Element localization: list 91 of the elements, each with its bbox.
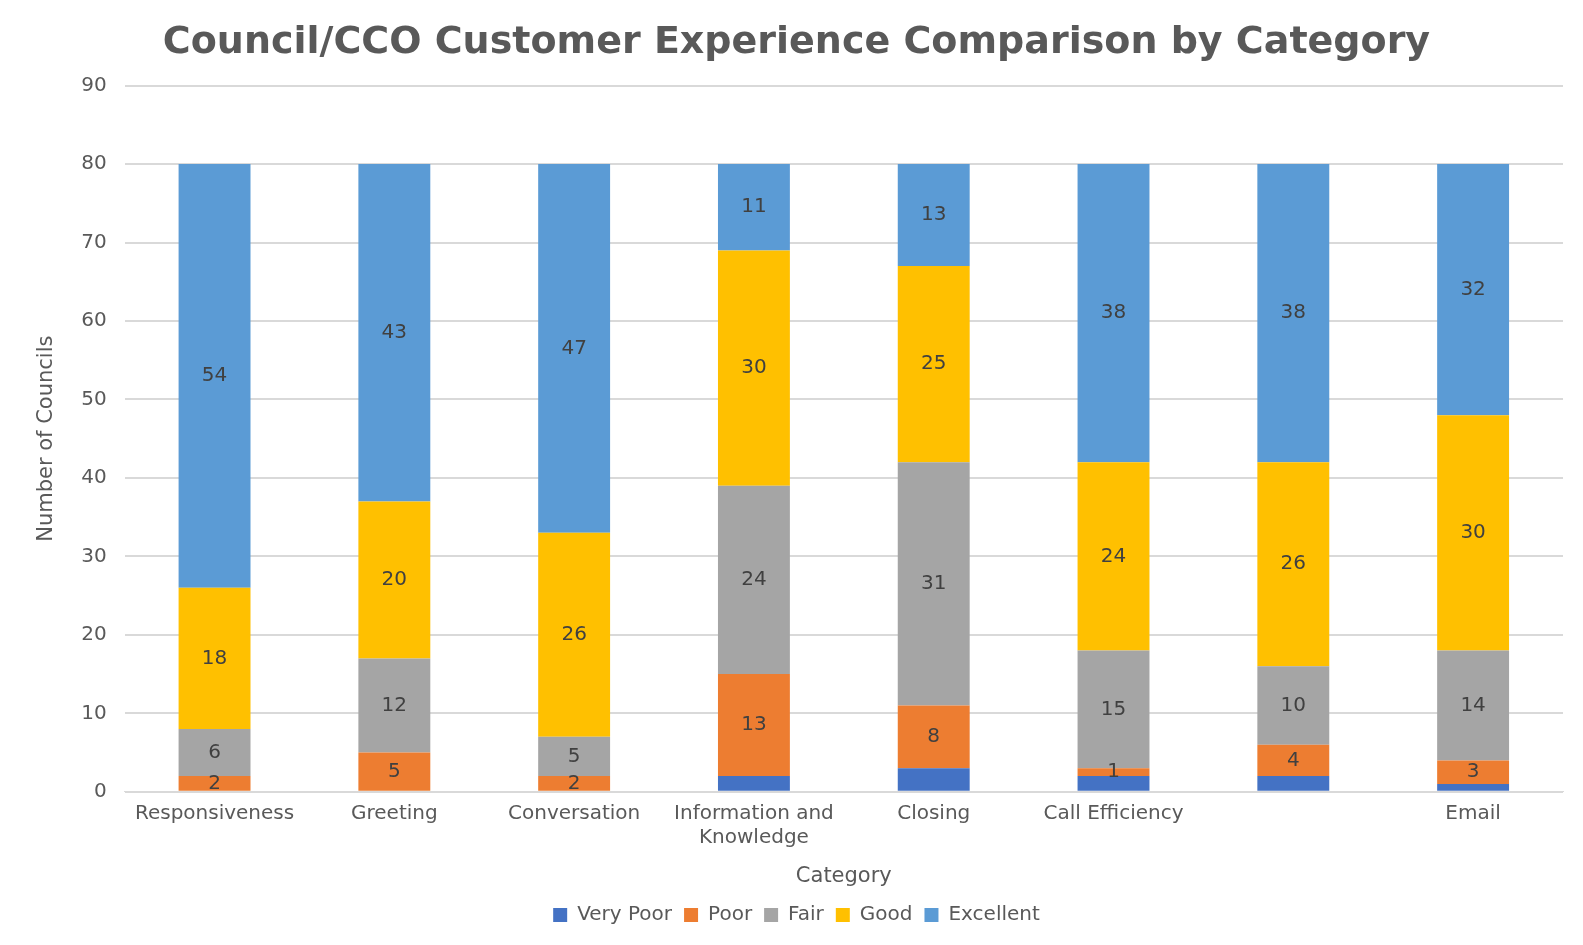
bar	[358, 164, 431, 502]
bar	[717, 485, 790, 675]
bar	[1437, 415, 1510, 651]
data-label: 18	[201, 644, 228, 669]
bar	[178, 164, 251, 588]
y-tick-label: 30	[81, 542, 107, 567]
bar	[717, 674, 790, 777]
bar	[1257, 462, 1330, 667]
x-axis-title: Category	[795, 862, 892, 887]
y-tick-label: 10	[81, 699, 107, 724]
data-label: 38	[1100, 299, 1127, 324]
y-axis-title: Number of Councils	[33, 335, 58, 542]
data-label: 20	[381, 566, 408, 591]
x-tick-label: Call Efficiency	[1043, 800, 1184, 824]
data-label: 25	[920, 350, 947, 375]
bar	[1257, 744, 1330, 777]
x-tick-label: Information and Knowledge	[674, 800, 834, 848]
data-label: 2	[208, 769, 221, 794]
data-label: 32	[1460, 275, 1486, 300]
bar	[897, 164, 970, 267]
y-tick-label: 50	[81, 385, 107, 410]
legend-label: Excellent	[948, 901, 1040, 926]
data-label: 24	[1100, 542, 1127, 567]
data-label: 14	[1460, 691, 1486, 716]
x-tick-label: Closing	[897, 800, 971, 824]
data-label: 31	[920, 570, 947, 595]
data-label: 47	[561, 334, 587, 359]
bar	[897, 462, 970, 706]
bar	[1437, 783, 1510, 791]
data-label: 4	[1286, 746, 1300, 771]
data-label: 13	[920, 201, 947, 226]
y-tick-label: 0	[93, 778, 107, 802]
data-label: 12	[381, 691, 408, 716]
data-label: 26	[561, 621, 587, 646]
bar	[1257, 666, 1330, 745]
data-label: 26	[1280, 550, 1307, 575]
bar	[1257, 164, 1330, 463]
x-tick-label: Greeting	[351, 800, 438, 824]
bar	[538, 736, 611, 777]
bar	[1437, 164, 1510, 416]
data-label: 6	[208, 738, 221, 763]
bar	[897, 266, 970, 463]
legend-label: Poor	[708, 901, 753, 926]
y-tick-label: 20	[81, 621, 107, 646]
bar	[897, 705, 970, 769]
y-tick-label: 60	[81, 307, 107, 332]
bar	[1077, 462, 1150, 651]
bar	[1437, 650, 1510, 761]
data-label: 54	[201, 362, 228, 387]
data-label: 3	[1466, 758, 1480, 783]
bar	[178, 729, 251, 777]
y-tick-label: 40	[81, 464, 107, 489]
data-label: 30	[1460, 519, 1486, 544]
data-label: 43	[381, 318, 408, 343]
data-label: 5	[387, 757, 401, 782]
bar	[538, 532, 611, 737]
bar	[358, 658, 431, 753]
data-label: 38	[1280, 299, 1307, 324]
data-label: 2	[567, 769, 581, 794]
bar	[717, 250, 790, 486]
data-label: 5	[567, 742, 581, 767]
data-label: 13	[741, 711, 767, 736]
x-tick-label: Responsiveness	[134, 800, 295, 824]
data-label: 24	[741, 566, 767, 591]
bar	[178, 776, 251, 791]
x-tick-label: Email	[1445, 800, 1501, 824]
data-label: 30	[741, 354, 767, 379]
bar	[538, 776, 611, 791]
bar	[538, 164, 611, 533]
data-label: 10	[1280, 691, 1307, 716]
bar	[897, 768, 970, 791]
y-tick-label: 80	[81, 150, 107, 175]
legend-label: Very Poor	[577, 901, 673, 926]
bar	[717, 776, 790, 791]
bar	[1257, 776, 1330, 791]
legend-label: Good	[859, 901, 913, 926]
bar	[1077, 164, 1150, 463]
data-label: 11	[741, 193, 767, 218]
y-tick-label: 70	[81, 228, 107, 253]
chart-title: Council/CCO Customer Experience Comparison by Category	[162, 17, 1431, 62]
data-label: 15	[1100, 695, 1127, 720]
bar	[178, 587, 251, 730]
data-label: 8	[927, 723, 941, 748]
x-tick-label: Conversation	[508, 800, 641, 824]
bar	[1077, 776, 1150, 791]
bar	[358, 752, 431, 791]
y-tick-label: 90	[81, 71, 107, 96]
bar	[717, 164, 790, 251]
bar	[1437, 760, 1510, 784]
legend-label: Fair	[788, 901, 825, 926]
bar	[358, 501, 431, 659]
